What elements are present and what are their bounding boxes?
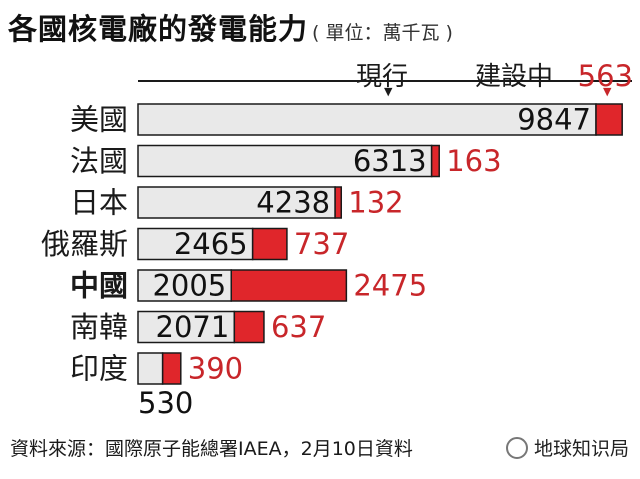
value-label-construction: 637 [271, 310, 326, 344]
category-label: 南韓 [70, 310, 128, 344]
chart-title-block: 各國核電廠的發電能力 ( 單位：萬千瓦 ) [8, 6, 453, 46]
watermark: 地球知识局 [506, 434, 629, 461]
category-label: 日本 [70, 186, 128, 220]
bar-current [137, 227, 254, 261]
unit-label: ( 單位：萬千瓦 ) [312, 22, 453, 44]
wechat-icon [506, 436, 528, 459]
category-label: 印度 [70, 352, 128, 386]
legend-current-label: 現行 [356, 62, 409, 92]
legend-construction-marker: ▼ [603, 85, 612, 98]
value-label-current: 9847 [517, 103, 591, 137]
source-note: 資料來源：國際原子能總署IAEA，2月10日資料 [10, 438, 413, 460]
value-label-current: 530 [138, 386, 193, 420]
bar-current [137, 103, 597, 136]
bar-current [137, 186, 336, 219]
bar-construction [595, 103, 623, 136]
bar-construction [334, 186, 343, 219]
category-label: 美國 [70, 103, 128, 137]
bar-construction [161, 352, 182, 385]
value-label-current: 4238 [256, 186, 330, 220]
value-label-current: 6313 [353, 144, 427, 178]
value-label-construction: 132 [348, 186, 403, 220]
value-label-current: 2071 [156, 310, 230, 344]
value-label-current: 2005 [152, 269, 226, 303]
bar-current [137, 352, 164, 385]
value-label-construction: 390 [188, 352, 243, 386]
category-label: 中國 [70, 269, 128, 303]
value-label-construction: 2475 [353, 269, 427, 303]
bar-construction [251, 227, 288, 261]
category-label: 俄羅斯 [41, 227, 128, 261]
legend-current-marker: ▼ [384, 85, 393, 98]
value-label-current: 2465 [174, 227, 248, 261]
bar-chart: 美國 9847 563 法國 6313 163 日本 4238 132 俄羅斯 2465 737 中國 2… [41, 59, 633, 420]
value-label-construction: 563 [578, 59, 633, 93]
bar-construction [430, 144, 440, 178]
value-label-construction: 163 [446, 144, 501, 178]
category-label: 法國 [70, 144, 128, 178]
watermark-text: 地球知识局 [534, 438, 630, 460]
bar-current [137, 144, 433, 178]
legend-construction-label: 建設中 [475, 62, 554, 92]
bar-current [137, 310, 236, 344]
top-divider [138, 80, 632, 82]
bar-construction [230, 269, 348, 302]
value-label-construction: 737 [294, 227, 349, 261]
bar-construction [233, 310, 265, 344]
chart-title: 各國核電廠的發電能力 [8, 12, 309, 46]
